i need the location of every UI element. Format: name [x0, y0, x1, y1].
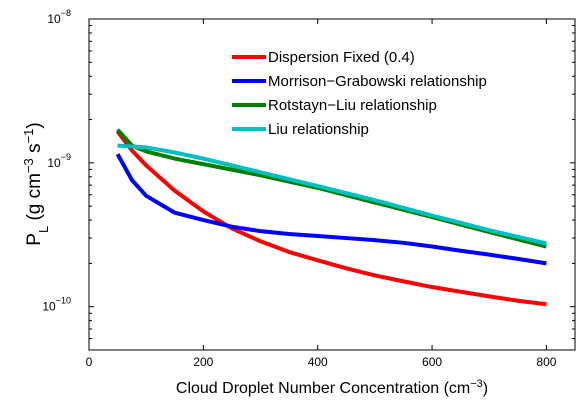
- x-axis-title-main: Cloud Droplet Number Concentration (cm: [176, 380, 470, 397]
- x-tick-label-4: 800: [536, 355, 556, 369]
- legend: Dispersion Fixed (0.4) Morrison−Grabowski…: [232, 49, 487, 138]
- y-axis-title-exponent1: −3: [21, 158, 36, 173]
- y-axis-title-exponent2: −1: [21, 129, 36, 144]
- x-axis-title-exponent: −3: [470, 378, 483, 390]
- x-axis-title: Cloud Droplet Number Concentration (cm−3…: [176, 378, 488, 397]
- y-tick-label-0: 10−10: [42, 296, 71, 314]
- series-line-1: [115, 130, 547, 307]
- y-axis-title: PL (g cm−3 s−1): [21, 122, 51, 245]
- x-tick-label-2: 400: [308, 355, 328, 369]
- y-axis-title-tail: ): [24, 122, 45, 128]
- y-tick-label-base-0: 10: [42, 300, 56, 314]
- y-axis-title-subscript: L: [36, 226, 51, 233]
- x-tick-label-1: 200: [193, 355, 213, 369]
- y-tick-label-exponent-1: −9: [61, 152, 71, 162]
- series-layer: [115, 128, 547, 307]
- y-tick-label-base-1: 10: [47, 156, 61, 170]
- y-tick-label-exponent-0: −10: [56, 296, 71, 306]
- x-tick-label-0: 0: [86, 355, 93, 369]
- legend-label-4: Liu relationship: [268, 121, 369, 138]
- y-axis-title-part1: (g cm: [24, 173, 45, 226]
- y-tick-label-2: 10−8: [47, 8, 71, 26]
- x-axis-title-tail: ): [483, 380, 488, 397]
- legend-label-3: Rotstayn−Liu relationship: [268, 97, 437, 114]
- y-axis-title-part2: s: [24, 143, 45, 158]
- x-tick-label-3: 600: [422, 355, 442, 369]
- series-line-4: [117, 143, 547, 246]
- legend-label-2: Morrison−Grabowski relationship: [268, 73, 487, 90]
- y-tick-label-base-2: 10: [47, 12, 61, 26]
- y-axis-title-main: P: [24, 233, 45, 246]
- y-tick-label-1: 10−9: [47, 152, 71, 170]
- y-tick-label-exponent-2: −8: [61, 8, 71, 18]
- plot-frame: [88, 18, 576, 351]
- legend-label-1: Dispersion Fixed (0.4): [268, 49, 415, 66]
- series-line-2: [115, 153, 547, 266]
